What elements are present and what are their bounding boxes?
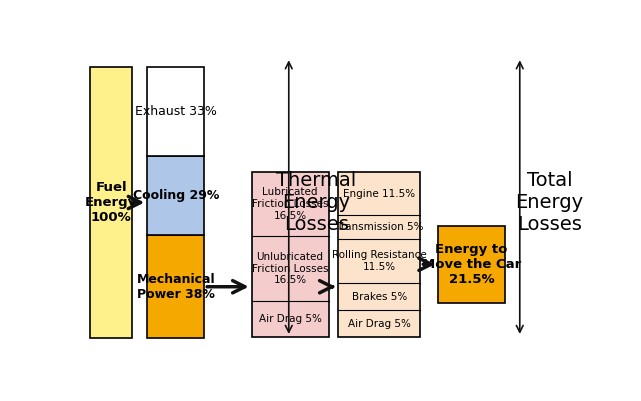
Text: Energy to
Move the Car
21.5%: Energy to Move the Car 21.5% bbox=[422, 243, 521, 286]
Text: Mechanical
Power 38%: Mechanical Power 38% bbox=[137, 273, 215, 301]
Text: Lubricated
Friction Losses
16.5%: Lubricated Friction Losses 16.5% bbox=[252, 187, 328, 221]
Text: Total
Energy
Losses: Total Energy Losses bbox=[515, 171, 584, 234]
Text: Air Drag 5%: Air Drag 5% bbox=[258, 314, 321, 324]
Text: Fuel
Energy
100%: Fuel Energy 100% bbox=[85, 181, 137, 224]
Text: Cooling 29%: Cooling 29% bbox=[133, 189, 219, 202]
FancyBboxPatch shape bbox=[338, 172, 420, 337]
FancyBboxPatch shape bbox=[438, 226, 505, 303]
Text: Rolling Resistance
11.5%: Rolling Resistance 11.5% bbox=[332, 251, 427, 272]
Text: Thermal
Energy
Losses: Thermal Energy Losses bbox=[276, 171, 356, 234]
Text: Engine 11.5%: Engine 11.5% bbox=[344, 188, 415, 198]
FancyBboxPatch shape bbox=[147, 235, 204, 338]
FancyBboxPatch shape bbox=[147, 67, 204, 156]
FancyBboxPatch shape bbox=[147, 156, 204, 235]
Text: Exhaust 33%: Exhaust 33% bbox=[135, 105, 217, 118]
Text: Unlubricated
Friction Losses
16.5%: Unlubricated Friction Losses 16.5% bbox=[252, 252, 328, 286]
Text: Brakes 5%: Brakes 5% bbox=[352, 292, 407, 302]
Text: Transmission 5%: Transmission 5% bbox=[336, 223, 423, 233]
FancyBboxPatch shape bbox=[90, 67, 132, 338]
FancyBboxPatch shape bbox=[251, 172, 328, 337]
Text: Air Drag 5%: Air Drag 5% bbox=[348, 319, 411, 328]
